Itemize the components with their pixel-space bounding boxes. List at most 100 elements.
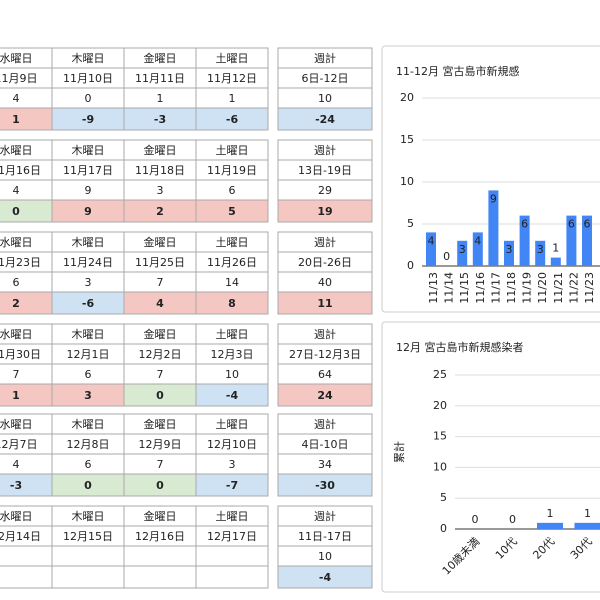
cell-text: 12月1日 [67,348,110,361]
cell [0,199,53,223]
data-label: 6 [584,218,591,231]
cell [277,291,373,315]
column-header: 水曜日 [0,328,33,341]
column-header: 土曜日 [216,328,249,341]
column-header: 水曜日 [0,418,33,431]
cell [51,565,125,589]
column-header: 土曜日 [216,236,249,249]
cell [123,545,197,567]
cell-text: 12月3日 [211,348,254,361]
cell [0,453,53,475]
cell-text: 12月9日 [139,438,182,451]
y-axis-label: 累計 [392,441,406,463]
cell-text: 0 [156,479,164,492]
data-label: 1 [552,242,559,255]
data-label: 4 [428,234,435,247]
cell [195,545,269,567]
cell [277,107,373,131]
x-tick-label: 11/14 [443,272,456,304]
cell-text: 6日-12日 [302,72,349,85]
cell-text: 8 [228,297,236,310]
cell-text: -6 [226,113,239,126]
cell [277,565,373,589]
cell [195,107,269,131]
cell-text: 14 [225,276,239,289]
cell-text: 11月17日 [63,164,113,177]
bar [550,257,561,266]
bar [472,232,483,266]
cell-text: 11月26日 [207,256,257,269]
x-tick-label: 11/19 [521,272,534,304]
bar [504,240,514,266]
bar [519,215,530,266]
column-header: 木曜日 [72,328,105,341]
cell-text: 3 [157,184,164,197]
cell-text: 11月10日 [63,72,113,85]
cell [51,545,125,567]
cell-text: 27日-12月3日 [289,348,361,361]
bar [582,215,592,266]
cell-text: 10 [318,92,332,105]
cell-text: 9 [85,184,92,197]
column-header: 土曜日 [216,52,249,65]
y-tick-label: 15 [400,133,414,146]
cell-text: 4日-10日 [302,438,349,451]
y-tick-label: 15 [433,430,447,443]
cell [0,545,53,567]
cell-text: 64 [318,368,332,381]
cell-text: 11月19日 [207,164,257,177]
data-label: 6 [568,218,575,231]
cell-text: 12月2日 [139,348,182,361]
column-header: 金曜日 [144,143,177,157]
cell-text: 5 [228,205,236,218]
cell-text: 4 [13,92,20,105]
column-header: 週計 [314,51,336,65]
cell-text: 40 [318,276,332,289]
data-label: 3 [537,243,544,256]
y-tick-label: 20 [400,91,414,104]
cell-text: 11月11日 [135,72,185,85]
bar [488,190,499,266]
cell [277,383,373,407]
data-label: 9 [490,192,497,205]
data-label: 0 [509,513,516,526]
column-header: 土曜日 [216,144,249,157]
cell-text: 6 [13,276,20,289]
data-label: 0 [472,513,479,526]
cell-text: 29 [318,184,332,197]
cell [195,199,269,223]
column-header: 木曜日 [72,52,105,65]
cell-text: 11月9日 [0,72,38,85]
cell [195,473,269,497]
bar [426,232,436,266]
column-header: 木曜日 [72,236,105,249]
column-header: 週計 [314,143,336,157]
y-tick-label: 10 [400,175,414,188]
cell-text: 11月25日 [135,256,185,269]
cell [0,271,53,293]
data-label: 3 [459,243,466,256]
column-header: 週計 [314,417,336,431]
column-header: 木曜日 [72,144,105,157]
cell-text: 13日-19日 [298,164,352,177]
cell-text: 11月23日 [0,256,41,269]
column-header: 週計 [314,235,336,249]
cell-text: 0 [84,479,92,492]
column-header: 土曜日 [216,418,249,431]
y-tick-label: 25 [433,368,447,381]
cell-text: 10 [225,368,239,381]
cell-text: -4 [319,571,332,584]
chart-title: 11-12月 宮古島市新規感 [396,64,519,78]
cell-text: 11月12日 [207,72,257,85]
cell-text: 1 [12,113,20,126]
cell-text: 12月15日 [63,530,113,543]
cell [0,473,53,497]
cell-text: 2 [156,205,164,218]
bar [457,240,468,266]
cell-text: 0 [156,389,164,402]
bar [566,215,577,266]
cell-text: 3 [84,389,92,402]
column-header: 金曜日 [144,327,177,341]
data-label: 1 [584,507,591,520]
bar [535,240,546,266]
